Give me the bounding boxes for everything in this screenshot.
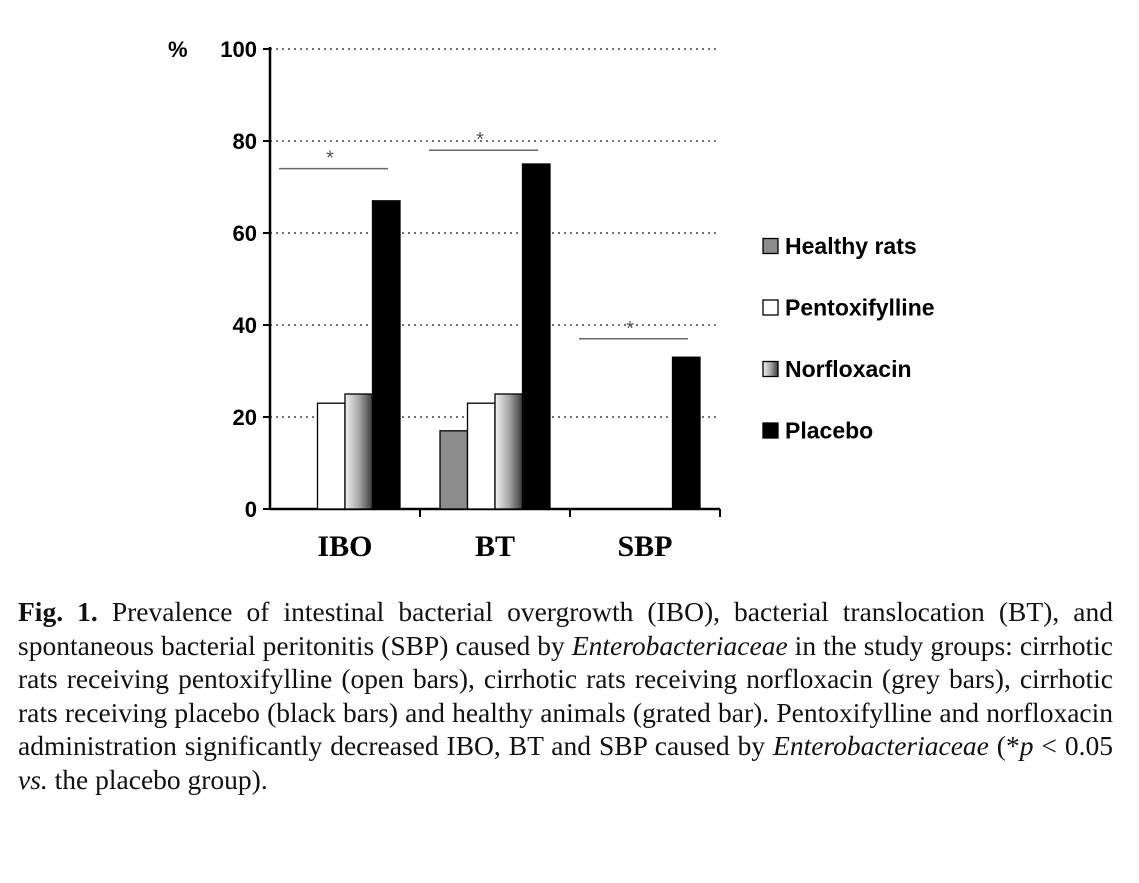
bars xyxy=(316,163,701,510)
bar-healthy-rats-bt xyxy=(439,430,469,510)
bar-pentoxifylline-bt xyxy=(466,402,496,510)
y-tick-label: 80 xyxy=(233,129,257,154)
caption-text: (* xyxy=(988,730,1020,761)
caption-italic: Enterobacteriaceae xyxy=(773,730,989,761)
caption-italic: Enterobacteriaceae xyxy=(571,629,788,661)
legend-label: Healthy rats xyxy=(785,233,917,259)
y-tick-label: 100 xyxy=(220,37,257,62)
caption-text: the placebo group). xyxy=(47,763,268,795)
bar-pentoxifylline-ibo xyxy=(316,402,346,510)
caption-italic: p xyxy=(1019,730,1034,761)
gridlines xyxy=(270,48,720,418)
bar-placebo-bt xyxy=(521,163,551,510)
y-tick-label: 40 xyxy=(233,313,257,338)
legend-swatch xyxy=(762,422,779,439)
legend-label: Norfloxacin xyxy=(785,356,912,382)
caption-italic: vs. xyxy=(18,763,48,795)
figure-caption: Fig. 1. Prevalence of intestinal bacteri… xyxy=(18,595,1113,796)
bar-chart: * * * 0 20 40 60 80 100% IBO BT SBP Healthy rats Pe… xyxy=(168,37,935,563)
bar-placebo-sbp xyxy=(671,356,701,510)
caption-text: Prevalence of intestinal bacterial overg… xyxy=(18,596,1113,661)
bar-placebo-ibo xyxy=(371,200,401,510)
x-tick-label: SBP xyxy=(617,530,672,563)
y-tick-label: 0 xyxy=(245,497,257,522)
significance-markers: * * * xyxy=(279,129,688,340)
bar-norfloxacin-bt xyxy=(494,393,524,510)
y-tick-label: 20 xyxy=(233,405,257,430)
y-axis-label: % xyxy=(168,37,188,62)
legend-label: Placebo xyxy=(785,418,873,444)
y-tick-label: 60 xyxy=(233,221,257,246)
bar-norfloxacin-ibo xyxy=(344,393,374,510)
legend-label: Pentoxifylline xyxy=(785,295,935,321)
caption-text: in the study groups: cirrhotic rats rece… xyxy=(18,629,1113,762)
caption-fig-label: Fig. 1. xyxy=(18,596,98,627)
significance-star: * xyxy=(476,129,484,151)
x-tick-label: IBO xyxy=(317,530,372,563)
x-tick-label: BT xyxy=(475,530,515,563)
legend-swatch xyxy=(762,360,779,378)
significance-star: * xyxy=(626,318,634,340)
legend: Healthy rats Pentoxifylline Norfloxacin Pla… xyxy=(762,233,935,444)
legend-swatch xyxy=(762,237,779,255)
legend-swatch xyxy=(762,299,779,316)
significance-star: * xyxy=(326,148,334,170)
axis-labels: 0 20 40 60 80 100% IBO BT SBP xyxy=(168,37,673,563)
caption-text: < 0.05 xyxy=(1033,730,1113,761)
